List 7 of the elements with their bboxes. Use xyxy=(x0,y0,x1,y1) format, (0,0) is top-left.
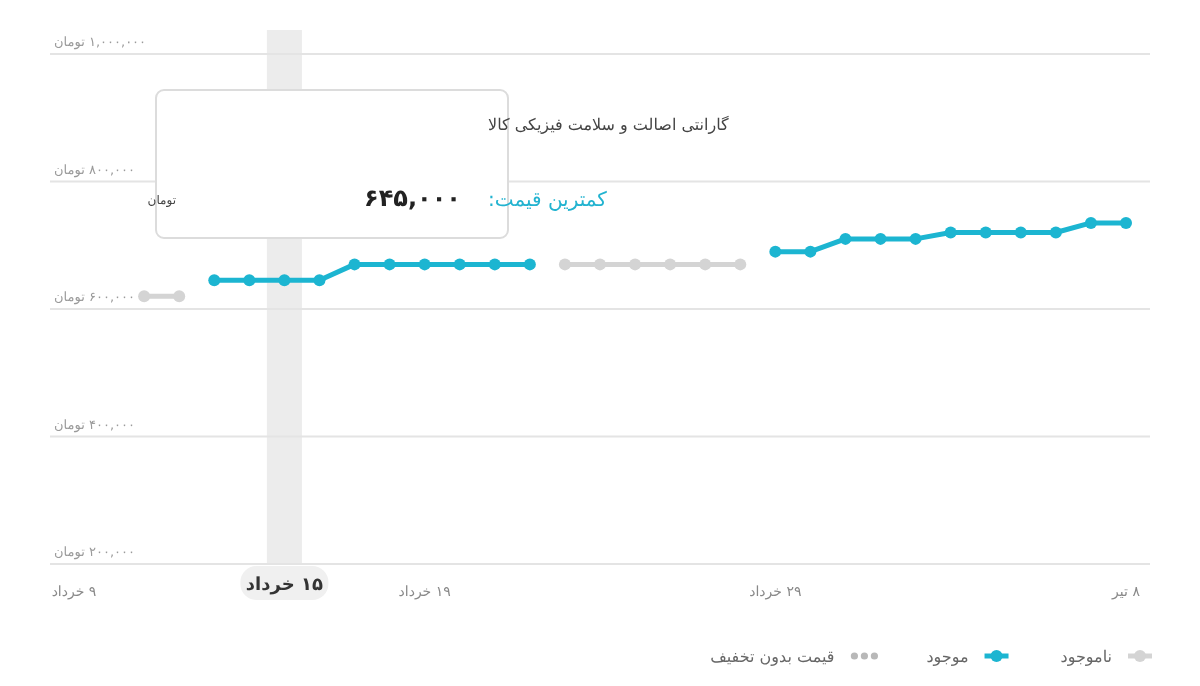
annotation: گارانتی اصالت و سلامت فیزیکی کالا xyxy=(488,114,730,134)
x-tick-label: ۱۵ خرداد xyxy=(245,576,324,596)
legend-label: ناموجود xyxy=(1060,648,1112,666)
legend-label: موجود xyxy=(926,648,969,666)
annotation: ۶۴۵,۰۰۰ xyxy=(364,184,462,212)
legend-label: قیمت بدون تخفیف xyxy=(710,648,835,666)
annotation: کمترین قیمت: xyxy=(488,190,608,212)
